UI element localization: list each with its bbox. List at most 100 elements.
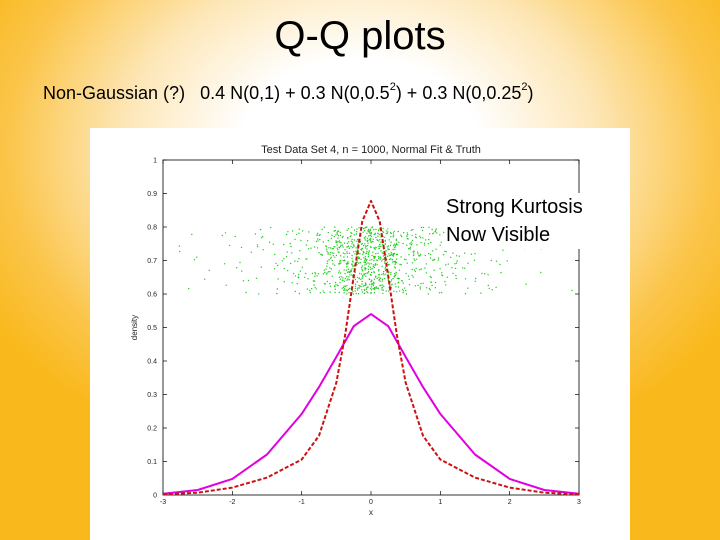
data-point (412, 251, 414, 253)
y-tick-label: 0.6 (147, 292, 157, 299)
data-point (348, 252, 351, 254)
data-point (317, 232, 319, 235)
data-point (368, 250, 370, 252)
data-point (434, 287, 437, 289)
data-point (346, 266, 348, 268)
data-point (319, 292, 321, 294)
data-point (398, 241, 400, 243)
data-point (364, 239, 366, 241)
data-point (364, 255, 367, 258)
data-point (330, 237, 332, 240)
data-point (385, 273, 387, 275)
data-point (354, 283, 357, 285)
data-point (350, 245, 352, 248)
subtitle: Non-Gaussian (?) 0.4 N(0,1) + 0.3 N(0,0.… (43, 81, 534, 104)
data-point (310, 287, 313, 290)
data-point (293, 272, 295, 275)
data-point (388, 253, 390, 255)
data-point (408, 254, 410, 256)
data-point (414, 285, 417, 287)
data-point (398, 290, 401, 292)
data-point (360, 258, 362, 261)
data-point (375, 287, 377, 289)
data-point (389, 231, 392, 234)
data-point (378, 273, 381, 276)
data-point (326, 250, 328, 252)
data-point (377, 256, 380, 258)
data-point (373, 278, 376, 280)
data-point (366, 245, 369, 247)
data-point (339, 231, 341, 233)
data-point (360, 285, 362, 288)
data-point (339, 241, 341, 243)
data-point (406, 244, 408, 246)
data-point (377, 235, 379, 237)
data-point (407, 275, 410, 277)
data-point (525, 283, 527, 285)
data-point (474, 277, 477, 280)
data-point (204, 278, 206, 280)
data-point (428, 287, 431, 290)
data-point (360, 266, 363, 269)
data-point (348, 271, 351, 274)
data-point (236, 267, 238, 269)
data-point (378, 279, 380, 281)
data-point (405, 259, 407, 261)
data-point (346, 293, 348, 295)
data-point (386, 232, 388, 234)
data-point (374, 263, 376, 265)
data-point (343, 289, 345, 291)
data-point (318, 252, 320, 254)
data-point (380, 245, 382, 248)
data-point (343, 242, 346, 244)
y-tick-label: 0.9 (147, 191, 157, 198)
data-point (323, 269, 325, 271)
data-point (394, 275, 397, 277)
data-point (371, 258, 373, 261)
data-point (356, 261, 359, 263)
data-point (373, 228, 375, 231)
data-point (370, 271, 373, 274)
data-point (338, 276, 341, 278)
x-tick-label: -2 (229, 499, 235, 506)
data-point (373, 233, 375, 236)
data-point (326, 248, 328, 250)
data-point (390, 273, 392, 276)
data-point (396, 253, 399, 256)
data-point (428, 226, 430, 229)
data-point (381, 252, 383, 254)
kurtosis-annotation: Strong Kurtosis Now Visible (446, 193, 583, 249)
data-point (314, 286, 316, 289)
data-point (329, 253, 331, 256)
data-point (225, 284, 227, 286)
data-point (343, 285, 345, 287)
data-point (335, 234, 337, 236)
data-point (390, 271, 392, 274)
data-point (368, 278, 371, 281)
data-point (393, 260, 395, 263)
data-point (455, 274, 457, 277)
data-point (419, 235, 421, 237)
data-point (294, 260, 296, 262)
data-point (502, 249, 504, 251)
subtitle-exponent-1: 2 (389, 81, 396, 93)
data-point (361, 280, 363, 283)
data-point (287, 269, 289, 272)
data-point (430, 276, 432, 279)
data-point (365, 275, 367, 277)
data-point (395, 253, 398, 256)
y-tick-label: 0.3 (147, 392, 157, 399)
data-point (364, 243, 366, 245)
data-point (362, 253, 364, 255)
data-point (397, 230, 399, 233)
data-point (371, 282, 373, 285)
data-point (369, 234, 372, 237)
data-point (394, 266, 396, 268)
data-point (318, 234, 320, 237)
data-point (334, 285, 336, 288)
data-point (452, 272, 454, 275)
data-point (365, 288, 368, 290)
normal-fit-curve (162, 313, 580, 495)
data-point (369, 240, 372, 242)
data-point (394, 248, 396, 250)
